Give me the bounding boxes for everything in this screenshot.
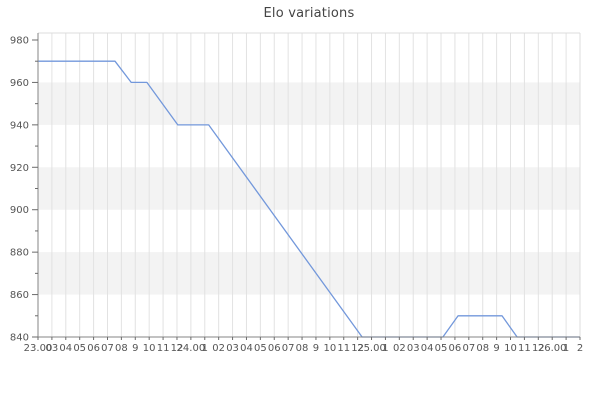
x-tick-label: 06 (449, 343, 462, 354)
x-tick-label: 23.00 (24, 343, 53, 354)
x-tick-label: 11 (157, 343, 170, 354)
x-tick-label: 04 (421, 343, 434, 354)
y-tick-label: 860 (10, 290, 29, 301)
x-tick-label: 10 (504, 343, 517, 354)
x-tick-label: 03 (226, 343, 239, 354)
chart-title: Elo variations (263, 6, 355, 21)
x-tick-label: 08 (296, 343, 309, 354)
x-tick-label: 04 (240, 343, 253, 354)
x-tick-label: 24.00 (177, 343, 206, 354)
y-tick-label: 920 (10, 163, 29, 174)
x-tick-label: 9 (493, 343, 499, 354)
x-tick-label: 1 (382, 343, 388, 354)
x-tick-label: 03 (46, 343, 59, 354)
x-tick-label: 04 (59, 343, 72, 354)
x-tick-label: 05 (435, 343, 448, 354)
x-tick-label: 05 (73, 343, 86, 354)
x-tick-label: 07 (282, 343, 295, 354)
x-tick-label: 03 (407, 343, 420, 354)
x-tick-label: 9 (313, 343, 319, 354)
x-tick-label: 1 (563, 343, 569, 354)
x-tick-label: 05 (254, 343, 267, 354)
x-tick-label: 25.00 (357, 343, 386, 354)
y-tick-label: 980 (10, 36, 29, 47)
y-tick-label: 880 (10, 248, 29, 259)
x-tick-label: 2 (577, 343, 583, 354)
x-tick-label: 12 (351, 343, 364, 354)
x-tick-label: 06 (87, 343, 100, 354)
x-tick-label: 12 (171, 343, 184, 354)
x-tick-label: 06 (268, 343, 281, 354)
x-tick-label: 11 (518, 343, 531, 354)
x-tick-label: 02 (212, 343, 225, 354)
x-tick-label: 12 (532, 343, 545, 354)
x-tick-label: 10 (143, 343, 156, 354)
x-tick-label: 26.00 (538, 343, 567, 354)
x-tick-label: 08 (476, 343, 489, 354)
x-tick-label: 02 (393, 343, 406, 354)
elo-line (38, 60, 580, 338)
x-tick-label: 10 (323, 343, 336, 354)
y-tick-label: 900 (10, 205, 29, 216)
shaded-band (38, 167, 580, 210)
x-tick-label: 1 (202, 343, 208, 354)
shaded-band (38, 252, 580, 295)
y-tick-label: 840 (10, 333, 29, 344)
y-tick-label: 960 (10, 78, 29, 89)
y-tick-label: 940 (10, 120, 29, 131)
x-tick-label: 07 (462, 343, 475, 354)
x-tick-label: 08 (115, 343, 128, 354)
x-tick-label: 07 (101, 343, 114, 354)
x-tick-label: 9 (132, 343, 138, 354)
shaded-band (38, 82, 580, 125)
x-tick-label: 11 (337, 343, 350, 354)
